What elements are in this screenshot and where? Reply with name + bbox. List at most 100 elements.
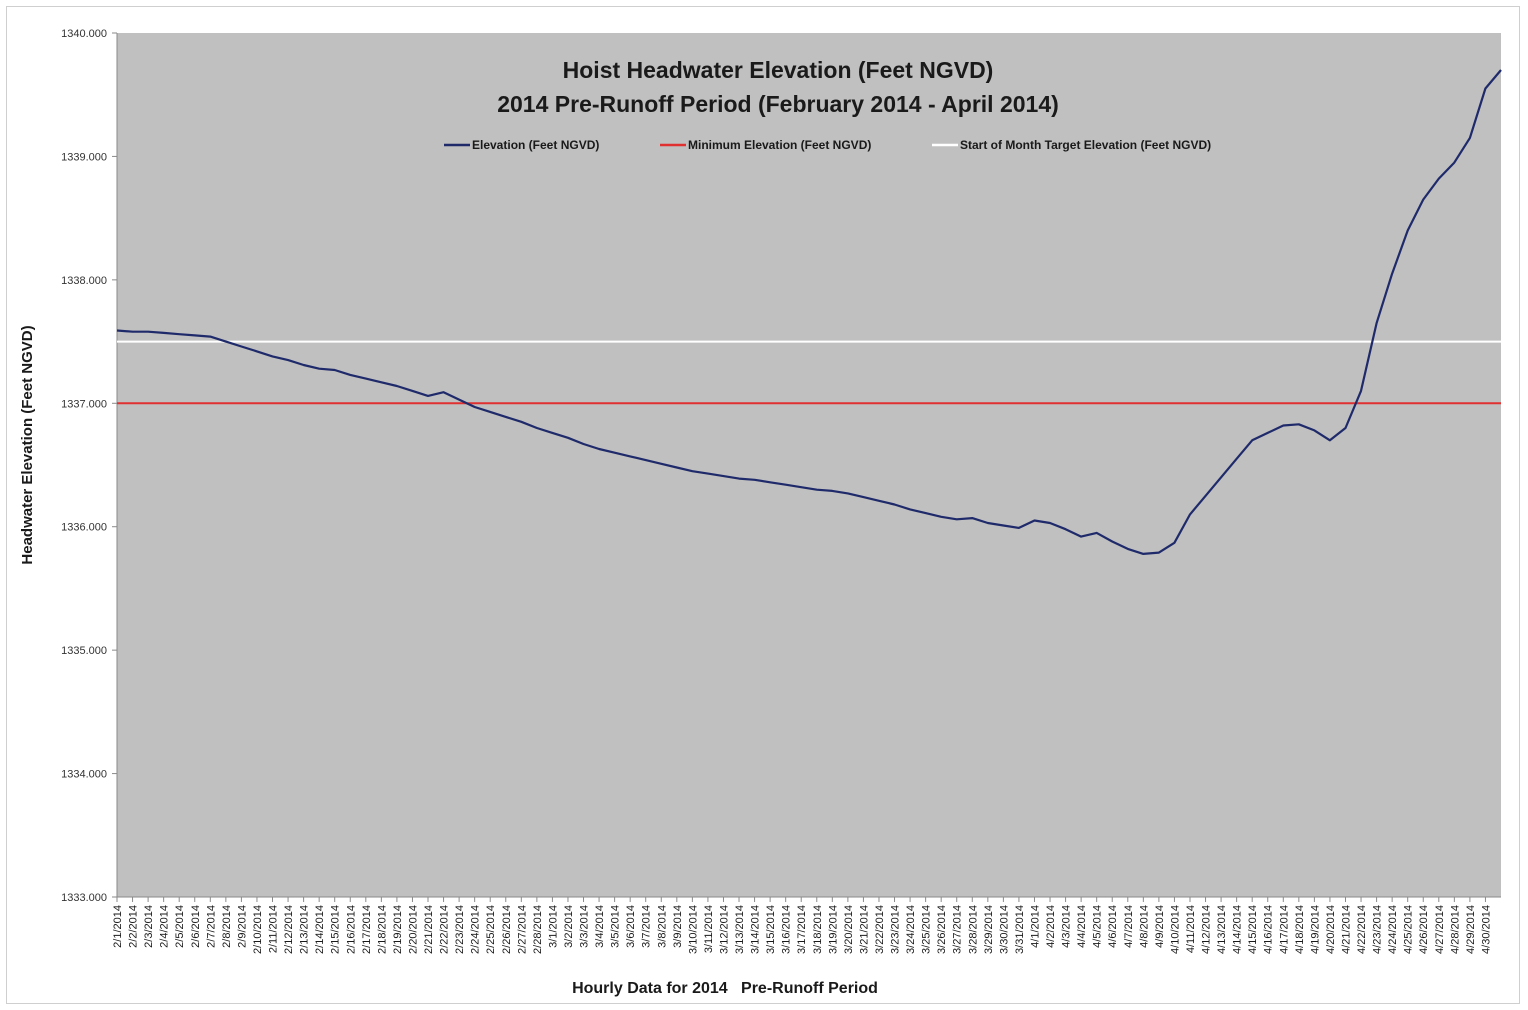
- x-tick-label: 3/31/2014: [1014, 905, 1026, 954]
- x-tick-label: 3/14/2014: [750, 905, 762, 954]
- y-tick-label: 1336.000: [61, 522, 107, 534]
- x-tick-label: 3/8/2014: [656, 905, 668, 948]
- x-tick-label: 2/11/2014: [268, 905, 280, 953]
- x-tick-label: 2/7/2014: [205, 905, 217, 948]
- x-tick-label: 4/2/2014: [1045, 905, 1057, 948]
- x-tick-label: 2/17/2014: [361, 905, 373, 954]
- x-tick-label: 3/13/2014: [734, 905, 746, 954]
- x-tick-label: 3/25/2014: [921, 905, 933, 954]
- x-tick-label: 2/15/2014: [330, 905, 342, 954]
- legend: Elevation (Feet NGVD) Minimum Elevation (…: [444, 138, 1211, 152]
- x-tick-label: 4/28/2014: [1449, 905, 1461, 954]
- x-tick-label: 4/7/2014: [1123, 905, 1135, 948]
- x-tick-label: 2/25/2014: [485, 905, 497, 954]
- x-tick-label: 3/27/2014: [952, 905, 964, 954]
- x-tick-label: 3/15/2014: [765, 905, 777, 954]
- x-tick-label: 3/10/2014: [687, 905, 699, 954]
- x-tick-label: 4/3/2014: [1061, 905, 1073, 948]
- x-tick-label: 4/30/2014: [1480, 905, 1492, 954]
- x-tick-label: 3/7/2014: [641, 905, 653, 948]
- x-tick-label: 3/12/2014: [718, 905, 730, 954]
- x-tick-label: 4/26/2014: [1418, 905, 1430, 954]
- x-tick-label: 3/5/2014: [610, 905, 622, 948]
- x-tick-label: 4/20/2014: [1325, 905, 1337, 954]
- x-tick-label: 4/17/2014: [1278, 905, 1290, 954]
- x-tick-label: 4/14/2014: [1232, 905, 1244, 954]
- x-tick-label: 2/14/2014: [314, 905, 326, 954]
- x-tick-label: 3/26/2014: [936, 905, 948, 954]
- y-tick-label: 1338.000: [61, 275, 107, 287]
- x-tick-label: 3/2/2014: [563, 905, 575, 948]
- chart-title: Hoist Headwater Elevation (Feet NGVD): [563, 57, 994, 83]
- x-tick-label: 4/1/2014: [1029, 905, 1041, 948]
- x-tick-label: 4/4/2014: [1076, 905, 1088, 948]
- x-tick-label: 3/1/2014: [547, 905, 559, 948]
- x-tick-label: 3/20/2014: [843, 905, 855, 954]
- x-tick-label: 3/3/2014: [579, 905, 591, 948]
- legend-label: Start of Month Target Elevation (Feet NG…: [960, 138, 1211, 152]
- chart-subtitle: 2014 Pre-Runoff Period (February 2014 - …: [497, 91, 1059, 117]
- y-tick-label: 1335.000: [61, 645, 107, 657]
- x-tick-label: 2/20/2014: [407, 905, 419, 954]
- x-tick-label: 4/29/2014: [1465, 905, 1477, 954]
- y-axis-title: Headwater Elevation (Feet NGVD): [19, 325, 36, 564]
- x-tick-label: 2/6/2014: [190, 905, 202, 948]
- x-tick-label: 2/28/2014: [532, 905, 544, 954]
- x-tick-label: 2/2/2014: [128, 905, 140, 948]
- series-layer: [116, 69, 1502, 555]
- chart-frame: [6, 6, 1520, 1004]
- y-tick-label: 1339.000: [61, 151, 107, 163]
- x-tick-label: 3/23/2014: [890, 905, 902, 954]
- x-tick-label: 2/12/2014: [283, 905, 295, 954]
- y-axis: 1333.000 1334.000 1335.000 1336.000 1337.000…: [61, 28, 118, 904]
- x-tick-label: 4/24/2014: [1387, 905, 1399, 954]
- x-tick-label: 2/9/2014: [236, 905, 248, 948]
- x-tick-label: 3/19/2014: [827, 905, 839, 954]
- x-tick-label: 2/1/2014: [112, 905, 124, 948]
- x-tick-label: 4/6/2014: [1107, 905, 1119, 948]
- x-tick-label: 2/3/2014: [143, 905, 155, 948]
- x-tick-label: 2/18/2014: [376, 905, 388, 954]
- x-tick-label: 2/24/2014: [470, 905, 482, 954]
- x-tick-label: 4/5/2014: [1092, 905, 1104, 948]
- x-tick-label: 2/19/2014: [392, 905, 404, 954]
- x-tick-label: 4/12/2014: [1201, 905, 1213, 954]
- x-tick-label: 2/4/2014: [159, 905, 171, 948]
- x-tick-label: 4/25/2014: [1403, 905, 1415, 954]
- x-axis-title: Hourly Data for 2014 Pre-Runoff Period: [572, 980, 878, 997]
- x-tick-label: 3/4/2014: [594, 905, 606, 948]
- x-tick-label: 4/16/2014: [1263, 905, 1275, 954]
- x-tick-label: 2/26/2014: [501, 905, 513, 954]
- x-tick-label: 2/27/2014: [516, 905, 528, 954]
- x-tick-label: 4/23/2014: [1372, 905, 1384, 954]
- x-tick-label: 4/9/2014: [1154, 905, 1166, 948]
- x-tick-label: 4/15/2014: [1247, 905, 1259, 954]
- legend-label: Minimum Elevation (Feet NGVD): [688, 138, 871, 152]
- x-tick-label: 2/5/2014: [174, 905, 186, 948]
- series-line: [116, 69, 1502, 555]
- x-tick-label: 4/22/2014: [1356, 905, 1368, 954]
- x-tick-label: 2/16/2014: [345, 905, 357, 954]
- y-tick-label: 1337.000: [61, 398, 107, 410]
- y-tick-label: 1340.000: [61, 28, 107, 40]
- x-tick-label: 4/10/2014: [1169, 905, 1181, 954]
- x-tick-label: 2/8/2014: [221, 905, 233, 948]
- x-tick-label: 4/8/2014: [1138, 905, 1150, 948]
- x-tick-label: 4/21/2014: [1340, 905, 1352, 954]
- x-tick-label: 3/28/2014: [967, 905, 979, 954]
- x-tick-label: 3/11/2014: [703, 905, 715, 953]
- x-tick-label: 2/13/2014: [299, 905, 311, 954]
- x-tick-label: 4/11/2014: [1185, 905, 1197, 953]
- x-tick-label: 4/13/2014: [1216, 905, 1228, 954]
- x-tick-label: 2/23/2014: [454, 905, 466, 954]
- x-tick-label: 2/22/2014: [439, 905, 451, 954]
- x-tick-label: 4/19/2014: [1309, 905, 1321, 954]
- legend-label: Elevation (Feet NGVD): [472, 138, 599, 152]
- x-tick-label: 3/22/2014: [874, 905, 886, 954]
- x-tick-label: 2/10/2014: [252, 905, 264, 954]
- x-tick-label: 3/16/2014: [781, 905, 793, 954]
- y-tick-label: 1334.000: [61, 769, 107, 781]
- x-tick-label: 3/6/2014: [625, 905, 637, 948]
- x-tick-label: 3/9/2014: [672, 905, 684, 948]
